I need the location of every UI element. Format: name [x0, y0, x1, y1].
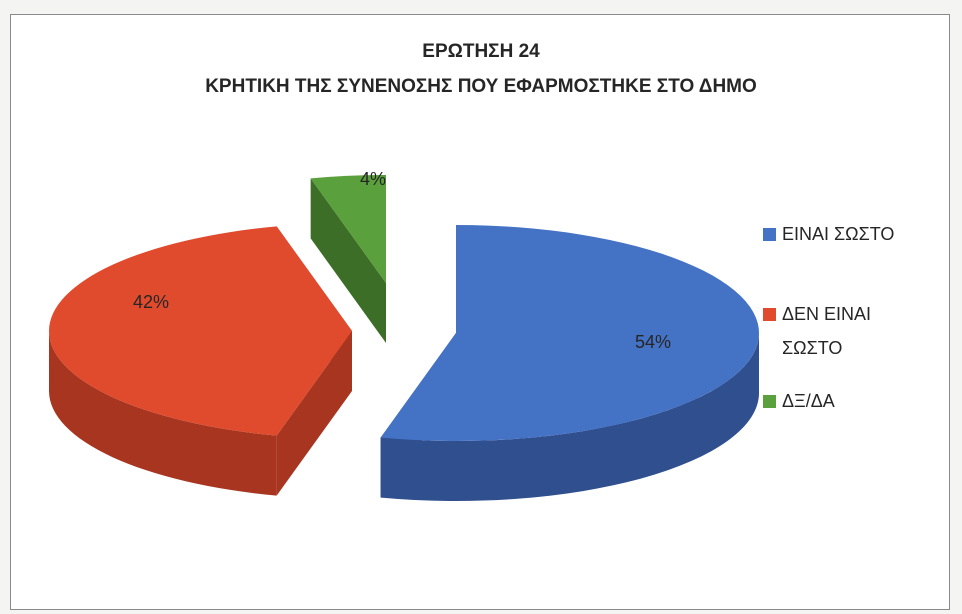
pie-group: 54% 42% 4% — [48, 169, 760, 501]
legend-item-2: ΔΞ/ΔΑ — [763, 391, 835, 411]
pie-slice-0 — [380, 225, 760, 501]
legend-item-1: ΔΕΝ ΕΙΝΑΙ ΣΩΣΤΟ — [763, 304, 871, 358]
chart-frame: ΕΡΩΤΗΣΗ 24 ΚΡΗΤΙΚΗ ΤΗΣ ΣΥΝΕΝΟΣΗΣ ΠΟΥ ΕΦΑ… — [10, 14, 950, 610]
slice-side-wall-1 — [49, 331, 277, 496]
legend-label-1-1: ΣΩΣΤΟ — [782, 338, 842, 358]
data-label-1: 42% — [133, 292, 169, 312]
legend-swatch-0 — [763, 228, 776, 241]
legend-label-2-0: ΔΞ/ΔΑ — [782, 391, 835, 411]
legend-item-0: ΕΙΝΑΙ ΣΩΣΤΟ — [763, 224, 894, 244]
legend-swatch-1 — [763, 308, 776, 321]
slice-top-0 — [380, 225, 759, 441]
slice-top-2 — [310, 175, 386, 283]
pie-chart: ΕΡΩΤΗΣΗ 24 ΚΡΗΤΙΚΗ ΤΗΣ ΣΥΝΕΝΟΣΗΣ ΠΟΥ ΕΦΑ… — [48, 41, 894, 501]
data-label-2: 4% — [360, 169, 386, 189]
slice-top-1 — [48, 226, 352, 436]
data-label-0: 54% — [635, 332, 671, 352]
slice-cut-face-2-0 — [310, 178, 386, 343]
pie-slice-2 — [310, 175, 386, 343]
slice-side-wall-0 — [380, 333, 760, 501]
chart-title-line-1: ΕΡΩΤΗΣΗ 24 — [422, 41, 540, 62]
pie-slice-1 — [48, 226, 352, 496]
legend: ΕΙΝΑΙ ΣΩΣΤΟ ΔΕΝ ΕΙΝΑΙ ΣΩΣΤΟ ΔΞ/ΔΑ — [763, 224, 894, 411]
chart-title-line-2: ΚΡΗΤΙΚΗ ΤΗΣ ΣΥΝΕΝΟΣΗΣ ΠΟΥ ΕΦΑΡΜΟΣΤΗΚΕ ΣΤ… — [205, 76, 757, 97]
slice-cut-face-1-0 — [276, 331, 352, 496]
legend-label-1-0: ΔΕΝ ΕΙΝΑΙ — [782, 304, 871, 324]
legend-swatch-2 — [763, 395, 776, 408]
legend-label-0-0: ΕΙΝΑΙ ΣΩΣΤΟ — [782, 224, 894, 244]
